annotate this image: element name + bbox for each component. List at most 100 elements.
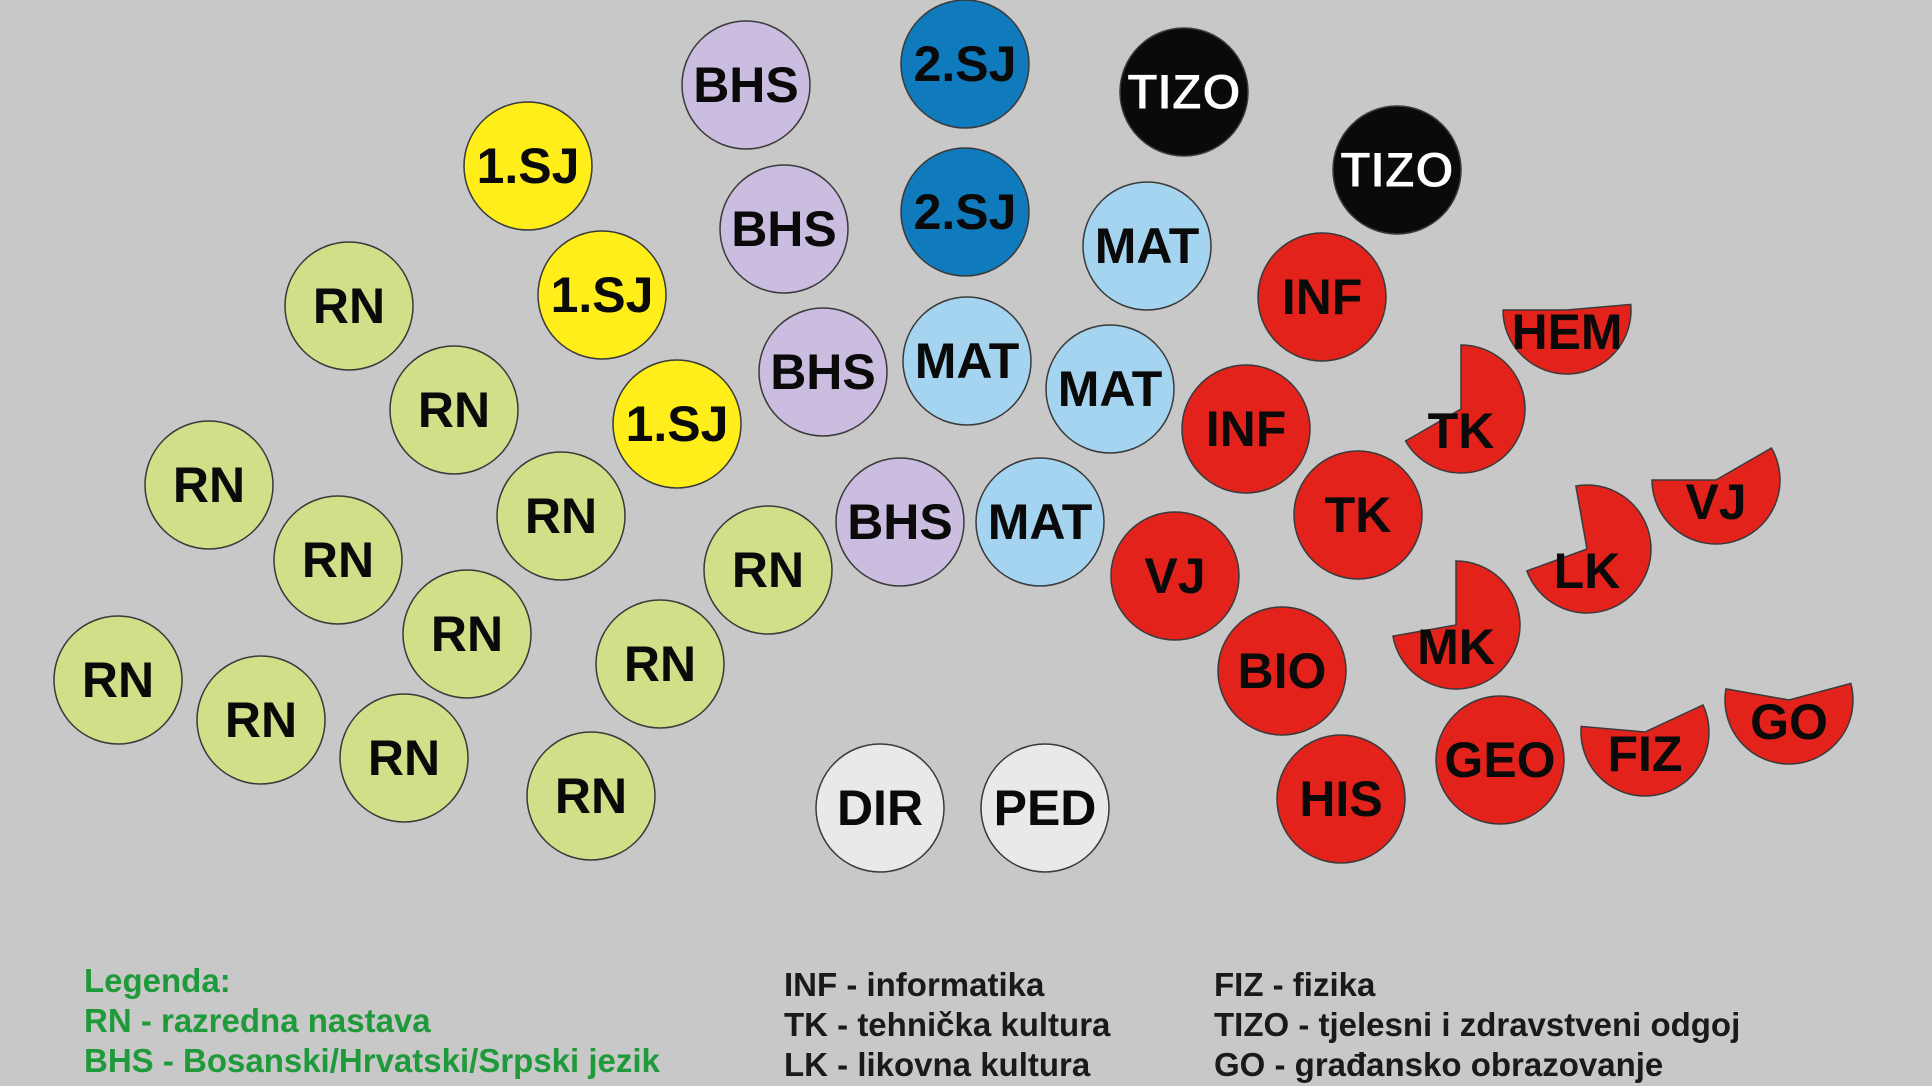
disc-label: RN [555, 768, 627, 824]
subject-disc-vj-1: VJ [1110, 511, 1240, 641]
subject-disc-mat-2: MAT [902, 296, 1032, 426]
disc-shape [1110, 511, 1240, 641]
disc-shape [980, 743, 1110, 873]
disc-shape [144, 420, 274, 550]
disc-shape [1181, 364, 1311, 494]
disc-label: RN [431, 606, 503, 662]
subject-disc-rn-9: RN [53, 615, 183, 745]
partial-disc-shape [1502, 303, 1632, 375]
disc-shape [284, 241, 414, 371]
disc-shape [900, 0, 1030, 129]
disc-label: VJ [1685, 474, 1746, 530]
disc-label: GEO [1444, 732, 1555, 788]
disc-label: PED [994, 780, 1097, 836]
partial-disc-go-1: GO [1724, 682, 1854, 765]
disc-shape [1293, 450, 1423, 580]
subject-disc-tk-1: TK [1293, 450, 1423, 580]
disc-label: BHS [731, 201, 837, 257]
subject-disc-mat-1: MAT [1082, 181, 1212, 311]
disc-shape [526, 731, 656, 861]
disc-label: MAT [915, 333, 1020, 389]
disc-shape [1217, 606, 1347, 736]
disc-shape [1257, 232, 1387, 362]
disc-label: BIO [1238, 643, 1327, 699]
disc-label: MAT [1058, 361, 1163, 417]
legend-entry: TIZO - tjelesni i zdravstveni odgoj [1214, 1006, 1740, 1043]
disc-shape [612, 359, 742, 489]
disc-label: MAT [1095, 218, 1200, 274]
subject-disc-mat-3: MAT [1045, 324, 1175, 454]
disc-shape [815, 743, 945, 873]
disc-label: 2.SJ [914, 36, 1017, 92]
subject-disc-1sj-1: 1.SJ [463, 101, 593, 231]
disc-label: RN [624, 636, 696, 692]
disc-shape [1082, 181, 1212, 311]
disc-label: RN [302, 532, 374, 588]
disc-shape [463, 101, 593, 231]
disc-shape [835, 457, 965, 587]
subject-disc-1sj-3: 1.SJ [612, 359, 742, 489]
legend-title: Legenda: [84, 962, 231, 999]
subject-disc-rn-2: RN [389, 345, 519, 475]
legend-entry: INF - informatika [784, 966, 1045, 1003]
disc-shape [496, 451, 626, 581]
partial-disc-shape [1580, 703, 1710, 797]
disc-shape [339, 693, 469, 823]
disc-label: TK [1325, 487, 1392, 543]
legend-entry: GO - građansko obrazovanje [1214, 1046, 1663, 1083]
disc-label: RN [313, 278, 385, 334]
disc-shape [402, 569, 532, 699]
disc-label: RN [368, 730, 440, 786]
subject-disc-rn-6: RN [703, 505, 833, 635]
disc-shape [389, 345, 519, 475]
subject-disc-rn-8: RN [595, 599, 725, 729]
disc-label: HEM [1511, 304, 1622, 360]
disc-label: TIZO [1127, 64, 1241, 120]
disc-shape [595, 599, 725, 729]
disc-label: VJ [1144, 548, 1205, 604]
legend-entry: LK - likovna kultura [784, 1046, 1091, 1083]
subject-disc-1sj-2: 1.SJ [537, 230, 667, 360]
partial-disc-mk-1: MK [1392, 560, 1521, 690]
partial-subject-discs: HEM TK VJ LK MK FIZ GO [1392, 303, 1854, 797]
partial-disc-hem-1: HEM [1502, 303, 1632, 375]
subject-disc-geo-1: GEO [1435, 695, 1565, 825]
partial-disc-shape [1651, 446, 1781, 545]
disc-shape [1045, 324, 1175, 454]
disc-label: GO [1750, 694, 1828, 750]
subject-disc-rn-5: RN [496, 451, 626, 581]
subject-disc-inf-1: INF [1257, 232, 1387, 362]
disc-label: BHS [693, 57, 799, 113]
disc-label: 2.SJ [914, 184, 1017, 240]
legend-entry: RN - razredna nastava [84, 1002, 431, 1039]
legend-entry: FIZ - fizika [1214, 966, 1376, 1003]
disc-shape [1276, 734, 1406, 864]
disc-label: TK [1428, 403, 1495, 459]
disc-label: RN [82, 652, 154, 708]
disc-label: MK [1417, 619, 1495, 675]
disc-label: FIZ [1608, 726, 1683, 782]
partial-disc-shape [1392, 560, 1521, 690]
subject-disc-rn-11: RN [339, 693, 469, 823]
disc-shape [758, 307, 888, 437]
disc-label: RN [225, 692, 297, 748]
disc-label: 1.SJ [477, 138, 580, 194]
partial-disc-shape [1404, 344, 1526, 474]
disc-label: BHS [847, 494, 953, 550]
disc-label: INF [1282, 269, 1363, 325]
disc-shape [703, 505, 833, 635]
legend-entry: BHS - Bosanski/Hrvatski/Srpski jezik [84, 1042, 661, 1079]
disc-shape [900, 147, 1030, 277]
disc-label: LK [1554, 543, 1621, 599]
subject-disc-2sj-1: 2.SJ [900, 0, 1030, 129]
subject-disc-tizo-2: TIZO [1332, 105, 1462, 235]
legend: Legenda: RN - razredna nastava BHS - Bos… [84, 962, 1740, 1083]
disc-shape [902, 296, 1032, 426]
disc-shape [719, 164, 849, 294]
subject-disc-rn-4: RN [273, 495, 403, 625]
disc-label: DIR [837, 780, 923, 836]
disc-label: RN [525, 488, 597, 544]
subject-disc-bhs-1: BHS [681, 20, 811, 150]
partial-disc-shape [1525, 484, 1652, 614]
